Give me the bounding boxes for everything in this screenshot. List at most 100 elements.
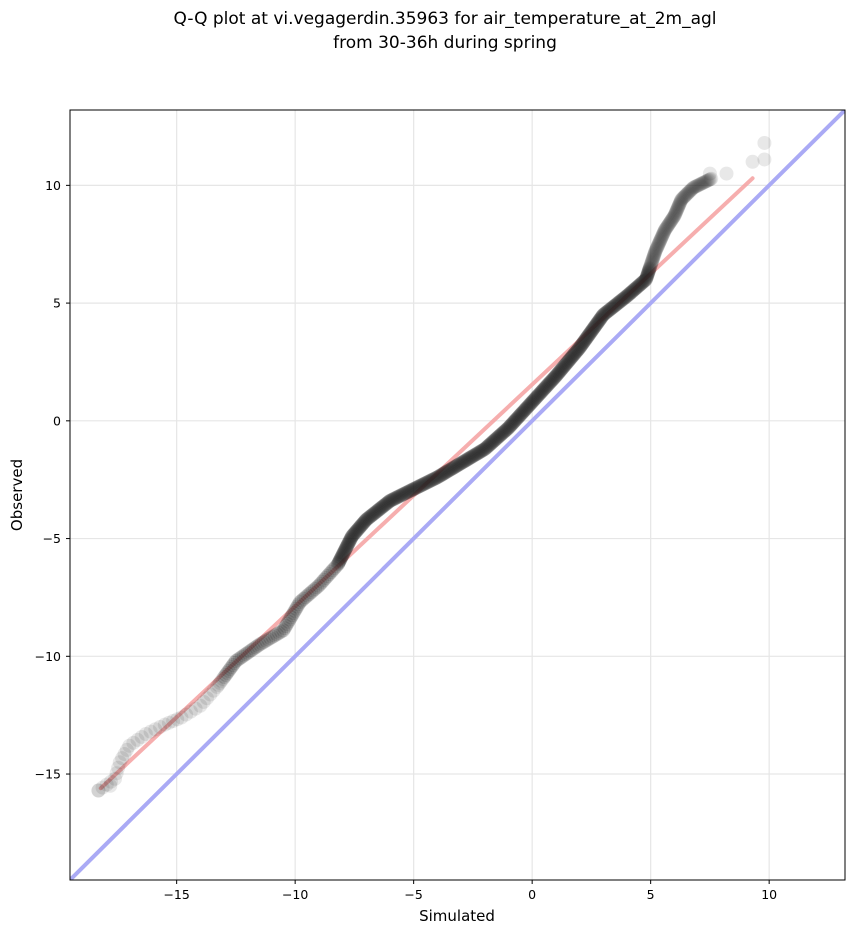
data-point-325	[532, 386, 547, 401]
data-point-433	[618, 290, 633, 305]
data-point-470	[644, 256, 659, 271]
data-point-555	[698, 174, 713, 189]
data-point-64	[267, 628, 282, 643]
plot-frame	[69, 109, 846, 881]
data-point-510	[664, 213, 679, 227]
data-point-7	[112, 755, 127, 770]
data-point-413	[599, 305, 614, 320]
data-point-321	[529, 390, 544, 405]
data-point-482	[648, 243, 663, 258]
data-point-311	[521, 399, 536, 414]
data-point-439	[623, 285, 638, 300]
data-point-346	[549, 368, 564, 383]
data-point-273	[488, 432, 503, 447]
data-point-400	[589, 317, 604, 332]
data-point-135	[350, 522, 365, 537]
data-point-251	[467, 448, 482, 463]
data-point-418	[603, 301, 618, 316]
data-point-368	[566, 348, 581, 363]
data-point-3	[103, 774, 118, 789]
outlier-point-3	[719, 166, 734, 181]
data-point-340	[544, 373, 559, 388]
data-point-191	[404, 483, 419, 498]
data-point-222	[437, 466, 452, 481]
data-point-108	[334, 550, 349, 565]
data-point-526	[673, 195, 688, 210]
data-point-61	[261, 632, 276, 647]
data-point-347	[550, 367, 565, 382]
data-point-280	[495, 426, 510, 441]
data-point-221	[436, 466, 451, 481]
data-point-202	[416, 477, 431, 492]
data-point-361	[561, 354, 576, 369]
data-point-308	[518, 402, 533, 417]
data-point-12	[126, 735, 141, 750]
data-point-151	[363, 508, 378, 523]
data-point-155	[367, 505, 382, 520]
data-point-387	[580, 330, 595, 345]
data-point-20	[161, 715, 176, 730]
data-point-205	[419, 475, 434, 490]
data-point-239	[455, 455, 470, 470]
data-point-416	[601, 303, 616, 318]
data-point-52	[242, 644, 257, 659]
data-point-420	[605, 300, 620, 315]
data-point-142	[356, 516, 371, 531]
data-point-379	[574, 337, 589, 352]
data-point-195	[408, 481, 423, 496]
data-point-479	[647, 246, 662, 261]
data-point-167	[379, 496, 394, 511]
data-point-56	[250, 638, 265, 653]
data-point-258	[474, 443, 489, 458]
data-point-232	[447, 459, 462, 474]
data-point-113	[336, 545, 351, 560]
data-point-119	[340, 538, 355, 553]
data-point-327	[534, 385, 549, 400]
data-point-353	[554, 361, 569, 376]
data-point-546	[689, 179, 704, 194]
data-point-330	[536, 382, 551, 397]
data-point-238	[454, 456, 469, 471]
data-point-66	[271, 625, 286, 640]
data-point-432	[617, 291, 632, 306]
data-point-539	[682, 184, 697, 199]
data-point-552	[695, 175, 710, 190]
data-point-369	[567, 347, 582, 362]
data-point-34	[212, 675, 227, 690]
data-point-537	[681, 185, 696, 200]
data-point-154	[366, 506, 381, 521]
data-point-475	[646, 251, 661, 266]
data-point-79	[290, 599, 305, 614]
data-point-30	[203, 687, 218, 702]
data-point-494	[654, 229, 669, 244]
data-point-241	[457, 454, 472, 469]
data-point-259	[475, 443, 490, 458]
fit-line	[98, 176, 755, 791]
data-point-253	[469, 446, 484, 461]
data-point-187	[400, 485, 415, 500]
data-point-244	[460, 452, 475, 467]
data-point-497	[656, 226, 671, 241]
data-point-158	[370, 503, 385, 518]
data-point-431	[616, 292, 631, 307]
data-point-18	[153, 719, 168, 734]
data-point-357	[558, 358, 573, 373]
data-point-252	[468, 447, 483, 462]
data-point-427	[612, 295, 627, 310]
x-tick-label-1: −10	[282, 887, 308, 902]
data-point-348	[551, 366, 566, 381]
data-point-219	[434, 467, 449, 482]
data-point-430	[615, 292, 630, 307]
data-point-193	[406, 482, 421, 497]
data-point-307	[517, 403, 532, 418]
data-point-438	[622, 286, 637, 301]
data-point-88	[306, 583, 321, 598]
data-point-529	[674, 192, 689, 207]
data-point-453	[636, 274, 651, 289]
data-point-476	[646, 249, 661, 264]
y-tick-label-2: −5	[43, 531, 61, 546]
data-point-551	[694, 176, 709, 191]
data-point-457	[639, 271, 654, 286]
data-point-214	[429, 470, 444, 485]
